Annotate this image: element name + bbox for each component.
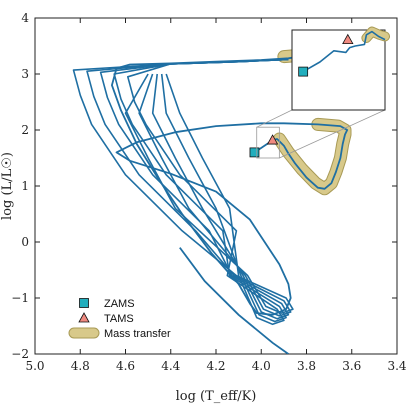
zoom-connector xyxy=(279,109,386,159)
y-tick-label: 3 xyxy=(21,67,29,81)
x-tick-label: 4.8 xyxy=(71,359,90,373)
x-axis-label: log (T_eff/K) xyxy=(176,389,257,404)
zoom-region-box xyxy=(256,126,280,159)
y-axis-label: log (L/L☉) xyxy=(0,152,15,220)
y-tick-label: 4 xyxy=(21,11,29,25)
inset-tams-marker xyxy=(342,33,354,44)
inset-track xyxy=(302,30,386,73)
x-label-text: log (T_eff/K) xyxy=(176,389,257,404)
x-tick-label: 3.8 xyxy=(297,359,316,373)
zoom-inset xyxy=(256,26,390,159)
x-tick-label: 5.0 xyxy=(25,359,44,373)
legend-tams-swatch xyxy=(78,312,90,323)
legend-mass-transfer-swatch xyxy=(68,327,100,339)
axis-ticks: 5.0 4.8 4.6 4.4 4.2 4.0 3.8 3.6 3.4 −2 −1 0 1 2 3 4 xyxy=(11,11,407,373)
legend-entry: Mass transfer xyxy=(104,328,171,340)
loop-track xyxy=(72,58,294,314)
main-track xyxy=(111,56,349,316)
tams-marker xyxy=(266,134,279,145)
loop-track xyxy=(86,58,292,317)
inset-zams-marker xyxy=(298,66,309,77)
final-track xyxy=(179,247,289,354)
y-label-text: log (L/L☉) xyxy=(0,152,15,220)
y-tick-label: −2 xyxy=(11,347,29,361)
zoom-connector xyxy=(256,109,293,128)
legend-entry: ZAMS xyxy=(104,298,135,310)
y-tick-label: 2 xyxy=(21,123,29,137)
loop-track xyxy=(99,58,290,320)
legend-entry: TAMS xyxy=(104,313,134,325)
x-tick-label: 3.4 xyxy=(387,359,406,373)
y-tick-label: −1 xyxy=(11,291,29,305)
y-tick-label: 1 xyxy=(21,179,29,193)
x-tick-label: 4.4 xyxy=(161,359,180,373)
y-tick-label: 0 xyxy=(21,235,29,249)
loop-track xyxy=(113,58,289,323)
zams-marker xyxy=(249,147,260,158)
x-tick-label: 3.6 xyxy=(342,359,361,373)
inset-mass-transfer xyxy=(362,27,389,42)
legend: ZAMS TAMS Mass transfer xyxy=(68,298,171,340)
x-tick-label: 4.2 xyxy=(206,359,225,373)
x-tick-label: 4.6 xyxy=(116,359,135,373)
x-tick-label: 4.0 xyxy=(252,359,271,373)
legend-zams-swatch xyxy=(79,298,89,308)
